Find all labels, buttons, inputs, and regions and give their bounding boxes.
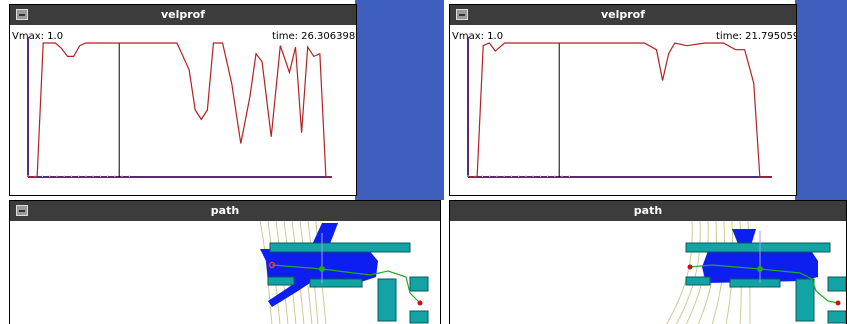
velocity-curve [468, 42, 772, 178]
velprof-window-1[interactable]: velprof Vmax: 1.0 time: 26.306398 [9, 4, 357, 196]
window-menu-icon[interactable] [456, 9, 468, 20]
window-menu-icon[interactable] [16, 205, 28, 216]
time-label-1: time: 26.306398 [272, 31, 356, 42]
window-menu-icon[interactable] [16, 9, 28, 20]
goal-point [417, 300, 423, 306]
obstacle-bar-top [269, 242, 411, 253]
obstacle-bar-mid-left [685, 276, 711, 286]
velocity-profile-chart-1 [27, 37, 332, 178]
velocity-profile-chart-2 [467, 37, 772, 178]
obstacle-block-tall [377, 278, 397, 322]
obstacle-bar-mid [309, 278, 363, 288]
path-scene-1 [259, 221, 429, 324]
vmax-label-2: Vmax: 1.0 [452, 31, 504, 42]
path-title-1: path [210, 204, 240, 217]
path-titlebar-1[interactable]: path [10, 201, 440, 221]
goal-point [835, 300, 841, 306]
start-point [687, 264, 693, 270]
obstacle-bar-mid-left [267, 276, 295, 286]
start-point [268, 261, 276, 269]
path-window-2[interactable]: path [449, 200, 847, 324]
velprof-title-1: velprof [160, 8, 206, 21]
desktop-background-left [355, 0, 444, 200]
path-node [757, 266, 763, 272]
vmax-label-1: Vmax: 1.0 [12, 31, 64, 42]
path-window-1[interactable]: path [9, 200, 441, 324]
path-scene-2 [665, 221, 846, 324]
obstacle-bar-mid [729, 278, 781, 288]
time-label-2: time: 21.795059 [716, 31, 797, 42]
obstacle-bar-top [685, 242, 831, 253]
velocity-curve [28, 42, 332, 178]
velprof-title-2: velprof [600, 8, 646, 21]
path-titlebar-2[interactable]: path [450, 201, 846, 221]
obstacle-block-small-2 [409, 310, 429, 324]
velprof-titlebar-1[interactable]: velprof [10, 5, 356, 25]
path-line [689, 264, 839, 304]
desktop-background-right [795, 0, 847, 200]
obstacle-block-tall [795, 278, 815, 322]
path-node [319, 266, 325, 272]
obstacle-block-small-1 [827, 276, 846, 292]
velprof-titlebar-2[interactable]: velprof [450, 5, 796, 25]
obstacle-block-small-1 [409, 276, 429, 292]
robot-body [260, 223, 378, 307]
path-title-2: path [633, 204, 663, 217]
obstacle-block-small-2 [827, 310, 846, 324]
velprof-window-2[interactable]: velprof Vmax: 1.0 time: 21.795059 [449, 4, 797, 196]
